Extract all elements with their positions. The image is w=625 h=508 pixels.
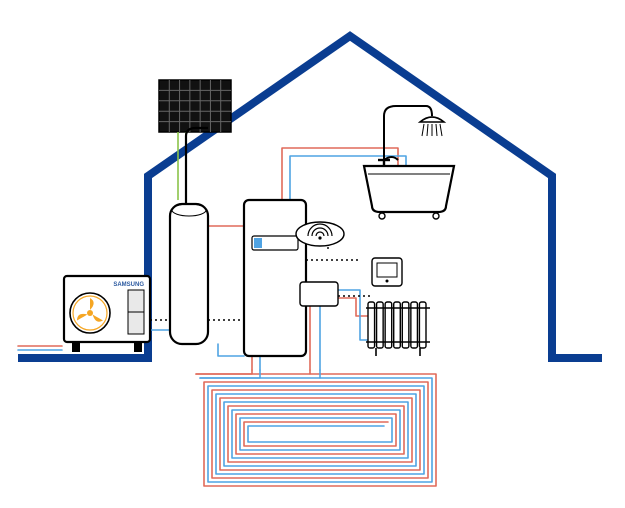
wifi-device [296, 222, 344, 246]
outdoor-unit: SAMSUNG [64, 276, 150, 352]
solar-panel [159, 80, 231, 132]
outdoor-unit-label: SAMSUNG [113, 282, 144, 288]
thermostat [372, 258, 402, 286]
heat-pump-system-diagram: SAMSUNG [0, 0, 625, 508]
indoor-unit [244, 200, 306, 356]
controller-box [300, 282, 338, 306]
diagram-svg: SAMSUNG [0, 0, 625, 508]
background [0, 0, 625, 508]
